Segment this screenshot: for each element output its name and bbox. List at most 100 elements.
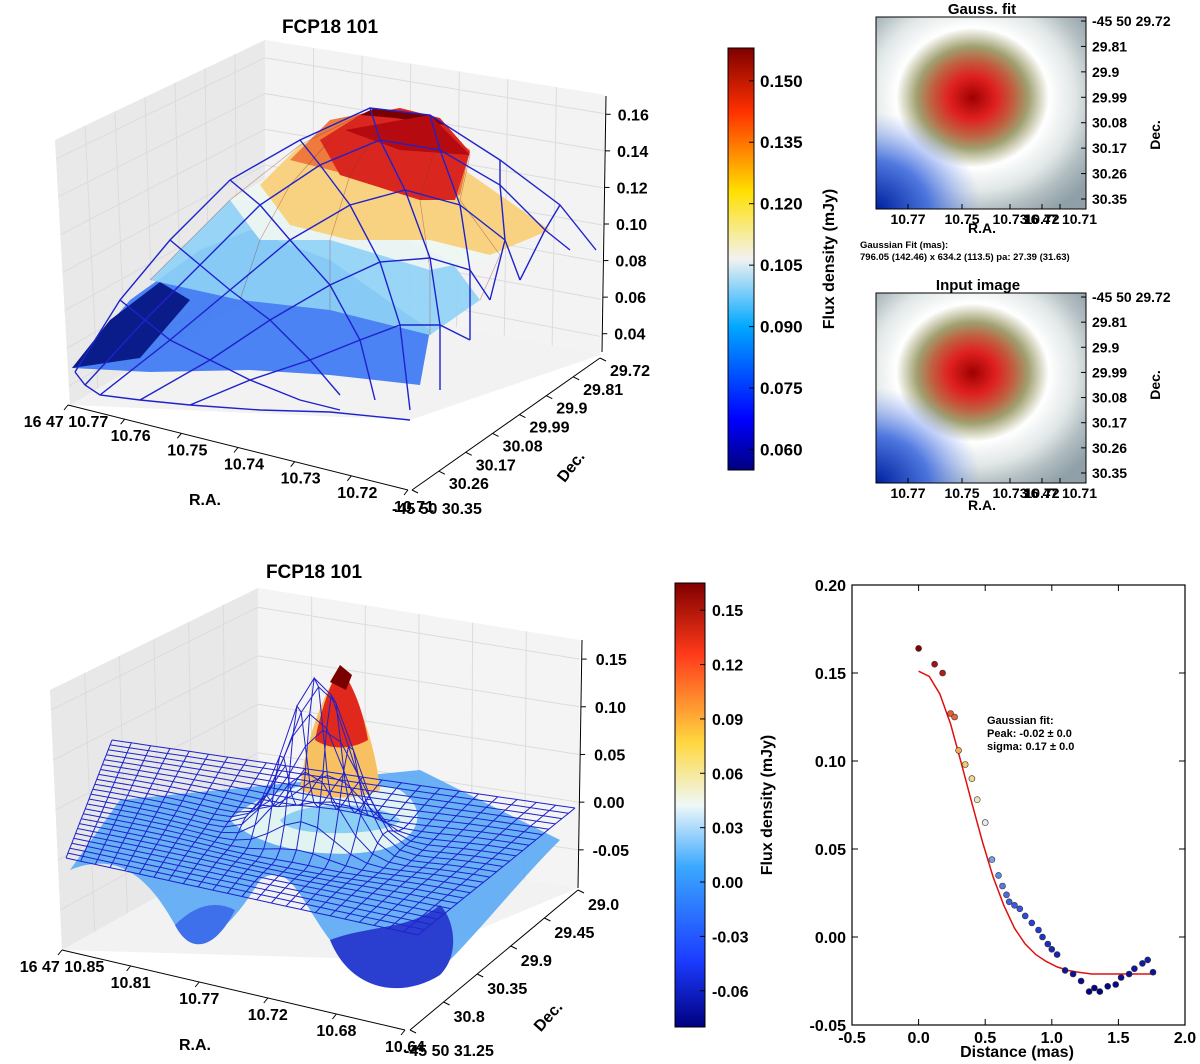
ra-tick-label: 16 47 10.71 [1023,485,1097,501]
ra-tick-label: 10.71 [394,499,434,516]
data-point [999,882,1006,890]
dec-tick-label: 29.9 [1092,339,1119,355]
dec-axis: -45 50 29.72 29.81 29.9 29.99 30.08 30.17 30.2… [1081,13,1171,207]
ra-tick-label: 10.75 [944,211,979,227]
data-point [1053,951,1061,958]
flux-tick-label: -0.05 [593,843,630,860]
data-point [915,645,922,652]
ra-tick-mark [63,404,69,411]
ra-tick-mark [194,981,200,988]
y-tick-label: 0.20 [815,578,846,595]
flux-tick-label: 0.15 [596,652,627,669]
data-point [951,713,958,721]
dec-tick-label: 30.8 [454,1009,485,1026]
dec-tick-mark [443,1001,450,1006]
ra-tick-mark [290,461,296,467]
dec-tick-label: -45 50 29.72 [1092,289,1171,305]
dec-tick-label: 30.17 [476,457,516,474]
flux-tick-label: 0.05 [594,747,625,764]
data-point [931,660,938,668]
ra-tick-label: 10.72 [248,1007,288,1024]
y-tick-label: 0.10 [815,754,846,771]
dec-tick-label: 29.45 [554,925,594,942]
input-image-title: Input image [936,277,1020,294]
ra-tick-mark [346,475,352,482]
ra-axis-label: R.A. [179,1037,211,1054]
data-point [1028,919,1036,927]
colorbar-ticks: -0.06 -0.03 0.00 0.03 0.06 0.09 0.12 0.15 [700,603,749,1001]
y-tick-label: -0.05 [810,1018,847,1035]
ra-tick-mark [176,433,182,439]
colorbar-ticks: 0.060 0.075 0.090 0.105 0.120 0.135 0.150 [749,72,803,460]
data-point [939,669,946,677]
fit-annotation-peak: Peak: -0.02 ± 0.0 [987,728,1072,740]
fit-annotation-title: Gaussian fit: [987,715,1054,727]
x-tick-label: 0.0 [907,1030,929,1047]
dec-axis-line [411,357,601,491]
gauss-fit-title: Gauss. fit [948,1,1016,18]
dec-tick-label: 30.26 [1092,440,1127,456]
data-point [1139,960,1146,967]
surface-plot-bottom: FCP18 101 16 47 10.85 10.81 10.77 10.72 10.6… [20,562,776,1060]
data-point [961,761,969,768]
grid-line [57,93,605,198]
x-tick-label: 2.0 [1174,1030,1196,1047]
dec-tick-label: 30.26 [449,476,489,493]
dec-tick-label: 29.9 [1092,64,1119,80]
heatmap-blue-region [876,17,1086,209]
dec-axis-label: Dec. [1147,120,1163,150]
dec-tick-mark [510,945,518,950]
ra-tick-label: 10.72 [1024,485,1059,501]
colorbar-tick-label: 0.09 [712,712,743,729]
dec-tick-mark [546,395,553,400]
data-point [981,819,989,826]
colorbar-tick-label: 0.06 [712,766,743,783]
data-point [1011,901,1018,909]
x-axis-label: Distance (mas) [960,1044,1074,1061]
data-point [1021,912,1029,920]
colorbar-tick-label: 0.120 [760,195,803,214]
data-point [988,856,996,863]
flux-tick-label: 0.10 [616,217,647,234]
y-tick-label: 0.15 [815,666,846,683]
dec-tick-label: -45 50 31.25 [404,1043,494,1060]
colorbar-tick-label: -0.03 [712,929,749,946]
ra-tick-mark [233,447,239,453]
data-point [1069,970,1077,978]
dec-tick-label: 30.08 [1092,115,1127,131]
surface-deep-trough [330,905,454,989]
ra-tick-label: 10.77 [179,991,219,1008]
dec-tick-label: 29.99 [1092,364,1127,380]
dec-tick-label: 29.9 [556,401,587,418]
dec-tick-mark [599,357,607,362]
dec-tick-label: 29.72 [610,363,650,380]
data-point [995,872,1002,879]
x-tick-label: 1.0 [1041,1030,1063,1047]
flux-tick-label: 0.14 [617,144,648,161]
x-tick-label: 0.5 [974,1030,996,1047]
plot-title: FCP18 101 [266,562,363,583]
dec-tick-label: 30.35 [1092,191,1127,207]
dec-tick-label: 29.81 [1092,38,1127,54]
gaussian-fit-curve [918,670,1156,975]
dec-tick-label: 30.35 [1092,465,1127,481]
heatmap-frame [875,292,1087,484]
grid-line [118,655,128,914]
heatmap-blue-region [876,293,1086,483]
dec-tick-label: 29.99 [1092,89,1127,105]
colorbar-tick-label: 0.090 [760,318,803,337]
colorbar [674,582,706,1028]
dec-tick-label: 30.08 [503,438,543,455]
colorbar-label: Flux density (mJy) [821,189,838,329]
wire-line [73,837,445,915]
wire-line [67,852,425,931]
data-point [1005,898,1013,906]
dec-tick-label: 30.17 [1092,140,1127,156]
dec-tick-label: 29.81 [583,382,623,399]
surface-patch-darkblue [72,282,190,368]
colorbar-tick-label: 0.075 [760,379,803,398]
data-point [1091,984,1098,992]
surface-peak-top [330,665,352,690]
